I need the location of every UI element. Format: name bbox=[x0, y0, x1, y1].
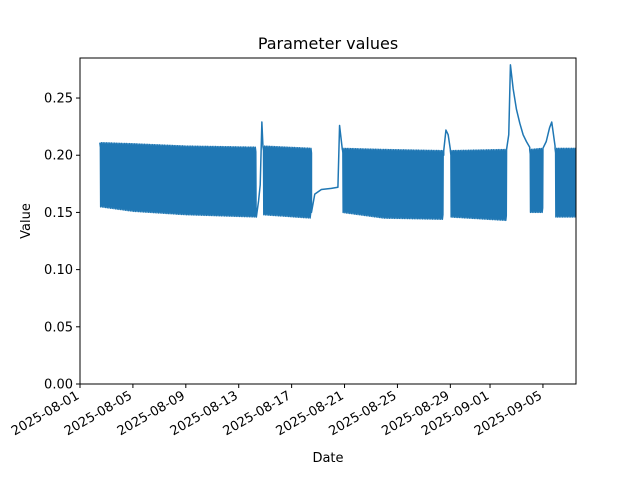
y-axis: 0.00 0.05 0.10 0.15 0.20 0.25 bbox=[44, 92, 80, 393]
y-tick-label: 0.05 bbox=[44, 320, 73, 335]
y-axis-label: Value bbox=[19, 203, 34, 239]
y-tick-label: 0.00 bbox=[44, 378, 73, 393]
chart-title: Parameter values bbox=[258, 34, 398, 53]
y-tick-label: 0.25 bbox=[44, 92, 73, 107]
y-tick-label: 0.15 bbox=[44, 206, 73, 221]
y-tick-label: 0.20 bbox=[44, 149, 73, 164]
x-axis: 2025-08-012025-08-052025-08-092025-08-13… bbox=[9, 384, 545, 439]
y-tick-label: 0.10 bbox=[44, 263, 73, 278]
series-line bbox=[99, 64, 576, 222]
x-axis-label: Date bbox=[312, 451, 343, 466]
plot-frame bbox=[79, 57, 577, 385]
series-group bbox=[99, 64, 576, 222]
plot-area bbox=[99, 64, 576, 222]
